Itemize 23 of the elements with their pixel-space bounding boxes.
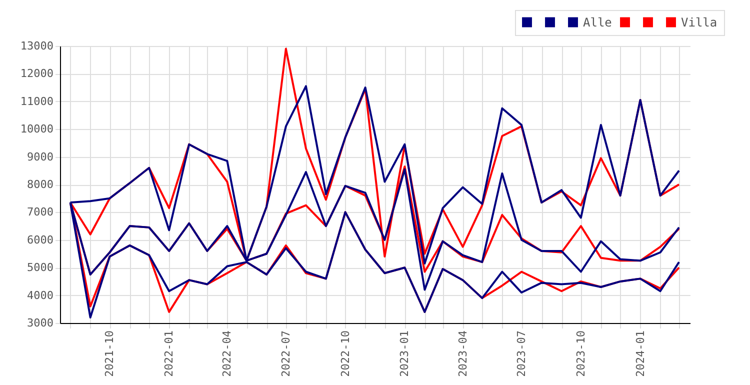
x-tick-label: 2022-04 — [220, 330, 234, 377]
y-tick-label: 10000 — [20, 122, 54, 136]
x-tick-label: 2023-07 — [515, 330, 528, 377]
y-tick-label: 4000 — [27, 288, 54, 302]
x-tick-label: 2023-01 — [398, 330, 412, 377]
legend-label: Villa — [681, 15, 718, 30]
x-tick-label: 2023-10 — [574, 330, 588, 377]
y-tick-label: 3000 — [27, 316, 54, 330]
y-tick-label: 5000 — [27, 261, 54, 274]
y-tick-label: 12000 — [20, 67, 54, 80]
y-tick-label: 6000 — [27, 233, 54, 246]
x-tick-label: 2023-04 — [456, 330, 470, 377]
y-tick-label: 11000 — [20, 94, 54, 108]
x-tick-label: 2021-10 — [103, 330, 116, 377]
y-tick-label: 8000 — [27, 178, 54, 191]
legend-label: Alle — [583, 15, 612, 30]
y-tick-label: 7000 — [27, 206, 54, 219]
x-tick-label: 2022-07 — [279, 330, 292, 377]
x-tick-label: 2024-01 — [634, 330, 647, 377]
y-tick-label: 13000 — [20, 40, 54, 52]
x-tick-label: 2022-10 — [338, 330, 352, 377]
y-tick-label: 9000 — [27, 150, 54, 164]
x-tick-label: 2022-01 — [162, 330, 176, 377]
